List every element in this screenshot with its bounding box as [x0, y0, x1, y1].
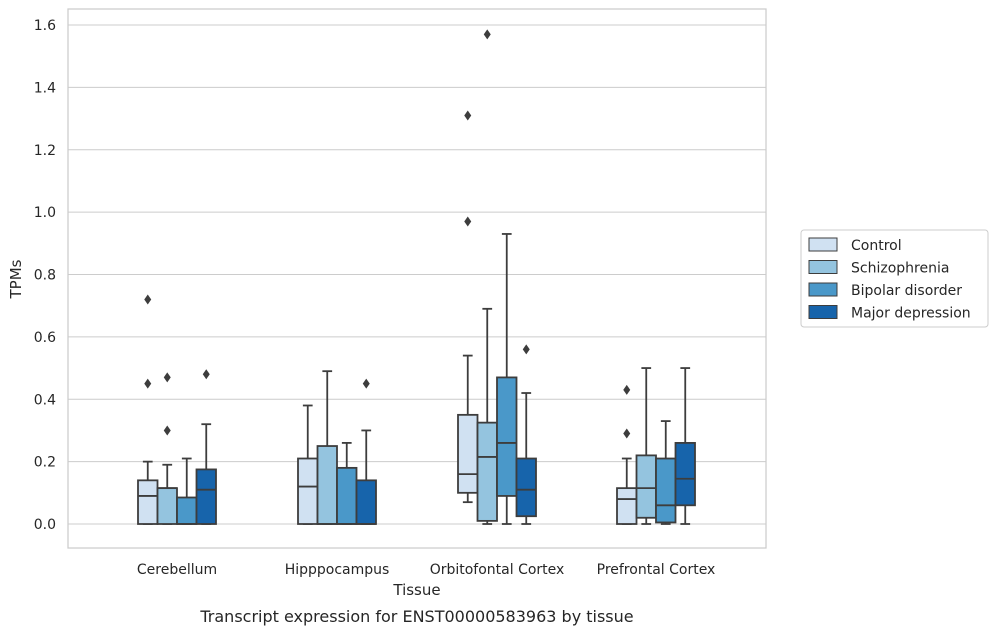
- box-body: [355, 479, 377, 525]
- box-control-3: [616, 384, 638, 525]
- box-bipolar-disorder-3: [655, 420, 677, 525]
- outlier-point: [144, 378, 152, 389]
- box-schizophrenia-1: [316, 370, 338, 525]
- box-body: [674, 442, 696, 507]
- x-tick-label: Prefrontal Cortex: [597, 562, 716, 578]
- box-major-depression-2: [515, 344, 537, 525]
- outlier-point: [163, 425, 171, 436]
- box-control-1: [297, 404, 319, 525]
- outlier-point: [623, 384, 631, 395]
- legend-swatch: [808, 260, 838, 274]
- legend-label: Bipolar disorder: [851, 283, 962, 299]
- box-body: [616, 487, 638, 525]
- outlier-point: [464, 216, 472, 227]
- box-major-depression-1: [355, 378, 377, 525]
- box-control-2: [457, 110, 479, 504]
- legend-swatch: [808, 305, 838, 319]
- plot-area: [67, 8, 767, 549]
- outlier-point: [623, 428, 631, 439]
- y-tick-label: 1.6: [34, 18, 56, 34]
- outlier-point: [144, 294, 152, 305]
- legend-label: Major depression: [851, 306, 971, 322]
- legend-label: Schizophrenia: [851, 261, 949, 277]
- legend-label: Control: [851, 238, 902, 254]
- y-tick-label: 0.4: [34, 392, 56, 408]
- box-body: [457, 413, 479, 494]
- box-body: [336, 466, 358, 525]
- x-tick-label: Hipppocampus: [285, 562, 390, 578]
- x-axis-ticks: Cerebellum Hipppocampus Orbitofontal Corte…: [137, 562, 715, 578]
- box-body: [515, 457, 537, 518]
- box-major-depression-3: [674, 367, 696, 525]
- box-body: [137, 479, 159, 525]
- y-tick-label: 0.8: [34, 268, 56, 284]
- legend: Control Schizophrenia Bipolar disorder Majo…: [800, 229, 989, 328]
- y-tick-label: 0.0: [34, 517, 56, 533]
- outlier-point: [362, 378, 370, 389]
- outlier-point: [163, 372, 171, 383]
- gridlines: [68, 24, 766, 525]
- box-control-0: [137, 294, 159, 525]
- y-tick-label: 0.6: [34, 330, 56, 346]
- box-groups: [137, 29, 696, 525]
- x-tick-label: Orbitofontal Cortex: [430, 562, 565, 578]
- outlier-point: [483, 29, 491, 40]
- y-tick-label: 1.0: [34, 205, 56, 221]
- box-body: [156, 487, 178, 525]
- box-bipolar-disorder-2: [496, 233, 518, 525]
- outlier-point: [202, 369, 210, 380]
- box-body: [316, 445, 338, 525]
- box-body: [655, 457, 677, 524]
- outlier-point: [464, 110, 472, 121]
- y-tick-label: 1.4: [34, 80, 56, 96]
- legend-swatch: [808, 282, 838, 297]
- legend-frame: [800, 229, 989, 328]
- x-axis-label: Tissue: [392, 581, 440, 599]
- box-schizophrenia-2: [476, 29, 498, 525]
- box-schizophrenia-0: [156, 372, 178, 525]
- outlier-point: [522, 344, 530, 355]
- box-bipolar-disorder-1: [336, 442, 358, 525]
- y-tick-label: 1.2: [34, 143, 56, 159]
- box-body: [496, 376, 518, 497]
- box-body: [195, 468, 217, 525]
- chart-caption: Transcript expression for ENST0000058396…: [199, 607, 633, 626]
- box-body: [635, 454, 657, 519]
- box-body: [297, 457, 319, 525]
- box-body: [476, 421, 498, 522]
- legend-swatch: [808, 237, 838, 252]
- box-bipolar-disorder-0: [176, 457, 198, 525]
- y-axis-label: TPMs: [7, 259, 25, 299]
- y-axis-ticks: 0.0 0.2 0.4 0.6 0.8 1.0 1.2 1.4 1.6: [34, 18, 56, 533]
- box-body: [176, 496, 198, 525]
- box-major-depression-0: [195, 369, 217, 525]
- y-tick-label: 0.2: [34, 455, 56, 471]
- x-tick-label: Cerebellum: [137, 562, 217, 578]
- box-schizophrenia-3: [635, 367, 657, 525]
